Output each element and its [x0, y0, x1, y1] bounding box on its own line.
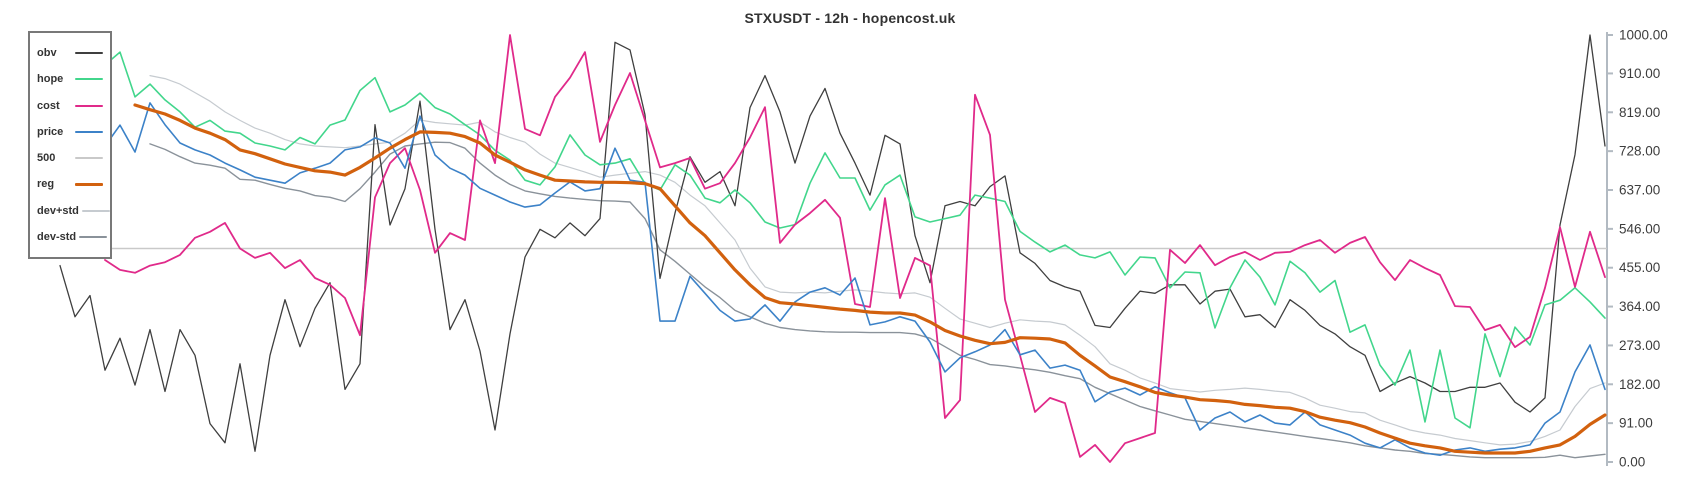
y-axis-tick-label: 273.00: [1619, 338, 1660, 353]
series-cost-line: [104, 34, 1606, 463]
y-axis-tick-label: 1000.00: [1619, 28, 1668, 43]
y-axis-tick-label: 819.00: [1619, 105, 1660, 120]
legend-item-500[interactable]: 500: [37, 146, 103, 170]
y-axis-tick-label: 182.00: [1619, 377, 1660, 392]
legend-label: price: [37, 125, 64, 138]
legend-item-dev-std[interactable]: dev-std: [37, 225, 108, 249]
series-price-line: [104, 102, 1606, 457]
legend-item-cost[interactable]: cost: [37, 94, 103, 118]
y-axis-tick-label: 728.00: [1619, 144, 1660, 159]
series-obv-line: [59, 34, 1606, 452]
chart-title: STXUSDT - 12h - hopencost.uk: [744, 10, 956, 26]
legend-swatch: [75, 78, 103, 81]
legend-swatch: [75, 157, 103, 160]
legend-label: obv: [37, 47, 57, 59]
legend-label: cost: [37, 99, 60, 112]
legend-swatch: [79, 235, 108, 238]
chart-legend: obv hope cost price 500 reg dev+std dev-std: [28, 31, 112, 259]
y-axis-tick-label: 546.00: [1619, 221, 1660, 236]
y-axis-tick-label: 455.00: [1619, 260, 1660, 275]
legend-swatch: [81, 209, 110, 212]
legend-swatch: [75, 52, 103, 54]
legend-label: hope: [37, 73, 64, 86]
legend-label: 500: [37, 152, 56, 165]
legend-swatch: [75, 182, 103, 186]
series-dev+std-line: [149, 74, 1606, 446]
y-axis-tick-label: 637.00: [1619, 183, 1660, 198]
legend-label: dev-std: [37, 230, 77, 243]
legend-item-reg[interactable]: reg: [37, 172, 103, 196]
legend-swatch: [75, 104, 103, 107]
y-axis-tick-label: 364.00: [1619, 299, 1660, 314]
series-hope-line: [104, 51, 1606, 429]
series-dev-std-line: [149, 141, 1606, 459]
y-axis-tick-label: 910.00: [1619, 66, 1660, 81]
legend-item-hope[interactable]: hope: [37, 67, 103, 91]
y-axis-tick-label: 0.00: [1619, 455, 1645, 470]
legend-item-dev-std[interactable]: dev+std: [37, 199, 110, 223]
series-reg-line: [133, 103, 1607, 455]
legend-label: reg: [37, 178, 55, 191]
legend-item-obv[interactable]: obv: [37, 41, 103, 65]
y-axis-tick-label: 91.00: [1619, 416, 1653, 431]
legend-item-price[interactable]: price: [37, 120, 103, 144]
legend-swatch: [75, 130, 103, 133]
legend-label: dev+std: [37, 204, 79, 217]
